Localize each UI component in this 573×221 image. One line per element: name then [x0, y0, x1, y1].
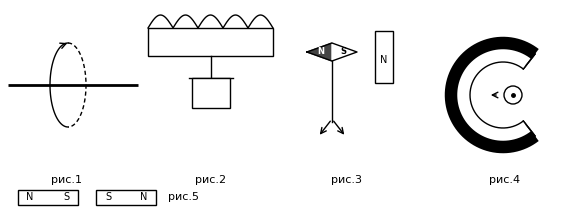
Text: рис.4: рис.4 — [489, 175, 520, 185]
Bar — [96, 189, 156, 204]
Bar — [18, 189, 78, 204]
Text: N: N — [380, 55, 388, 65]
Polygon shape — [451, 43, 535, 147]
Text: рис.1: рис.1 — [50, 175, 81, 185]
Text: рис.5: рис.5 — [168, 192, 199, 202]
Text: N: N — [140, 192, 148, 202]
Polygon shape — [451, 43, 535, 147]
Text: S: S — [105, 192, 111, 202]
Polygon shape — [332, 43, 357, 61]
Text: рис.3: рис.3 — [332, 175, 363, 185]
Bar — [191, 78, 230, 108]
Circle shape — [504, 86, 522, 104]
Text: N: N — [317, 48, 324, 57]
Text: рис.2: рис.2 — [195, 175, 226, 185]
Bar — [148, 28, 273, 56]
Text: S: S — [63, 192, 69, 202]
Text: S: S — [340, 48, 346, 57]
Text: N: N — [26, 192, 34, 202]
Polygon shape — [307, 43, 332, 61]
Bar — [375, 31, 393, 83]
